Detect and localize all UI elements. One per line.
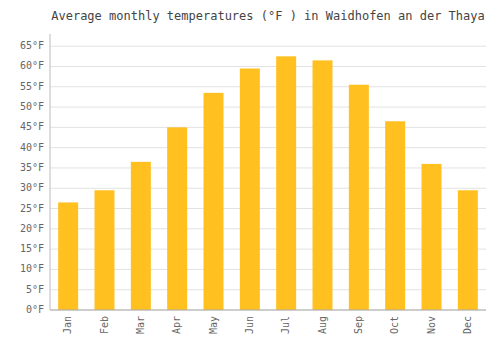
bar <box>240 69 260 311</box>
grid-line <box>50 86 486 87</box>
x-tick-label: Oct <box>389 316 400 334</box>
x-tick-label: Jul <box>280 316 291 334</box>
x-tick-label: Sep <box>353 316 364 334</box>
bar <box>276 56 296 310</box>
x-tick-label: Nov <box>426 316 437 334</box>
x-tick-label: Jan <box>62 316 73 334</box>
x-tick-label: Mar <box>135 316 146 334</box>
y-tick-label: 10°F <box>20 263 44 274</box>
grid-line <box>50 208 486 209</box>
y-tick-label: 30°F <box>20 182 44 193</box>
bar <box>95 190 115 310</box>
y-tick-label: 15°F <box>20 243 44 254</box>
y-axis-line <box>50 34 51 310</box>
bar <box>349 85 369 310</box>
grid <box>50 46 486 310</box>
x-tick-label: May <box>208 316 219 334</box>
x-tick-label: Aug <box>317 316 328 334</box>
grid-line <box>50 66 486 67</box>
x-tick-label: Apr <box>171 316 182 334</box>
y-tick-label: 0°F <box>26 304 44 315</box>
title: Average monthly temperatures (°F ) in Wa… <box>51 9 484 23</box>
y-tick-label: 65°F <box>20 40 44 51</box>
grid-line <box>50 147 486 148</box>
chart-svg: Average monthly temperatures (°F ) in Wa… <box>0 0 500 350</box>
x-tick-label: Jun <box>244 316 255 334</box>
grid-line <box>50 310 486 311</box>
y-tick-label: 55°F <box>20 81 44 92</box>
grid-line <box>50 249 486 250</box>
y-tick-label: 45°F <box>20 121 44 132</box>
y-tick-label: 5°F <box>26 284 44 295</box>
grid-line <box>50 46 486 47</box>
bar <box>58 202 78 310</box>
bar <box>422 164 442 310</box>
chart-container: Average monthly temperatures (°F ) in Wa… <box>0 0 500 350</box>
grid-line <box>50 127 486 128</box>
y-tick-label: 20°F <box>20 223 44 234</box>
x-axis: Jan Feb Mar Apr May Jun Jul Aug Sep Oct Nov Dec <box>50 310 486 334</box>
grid-line <box>50 289 486 290</box>
grid-line <box>50 167 486 168</box>
grid-line <box>50 188 486 189</box>
y-tick-label: 60°F <box>20 60 44 71</box>
x-tick-label: Feb <box>99 316 110 334</box>
bar <box>385 121 405 310</box>
bar <box>458 190 478 310</box>
bar <box>167 127 187 310</box>
y-axis: 0°F 5°F 10°F 15°F 20°F 25°F 30°F 35°F 40°F 45°F 50… <box>20 34 50 315</box>
y-tick-label: 50°F <box>20 101 44 112</box>
x-tick-label: Dec <box>462 316 473 334</box>
bar <box>313 60 333 310</box>
x-axis-line <box>50 310 486 311</box>
grid-line <box>50 107 486 108</box>
bar <box>204 93 224 310</box>
bars <box>58 56 478 310</box>
y-tick-label: 35°F <box>20 162 44 173</box>
y-tick-label: 40°F <box>20 142 44 153</box>
grid-line <box>50 269 486 270</box>
bar <box>131 162 151 310</box>
grid-line <box>50 228 486 229</box>
y-tick-label: 25°F <box>20 203 44 214</box>
